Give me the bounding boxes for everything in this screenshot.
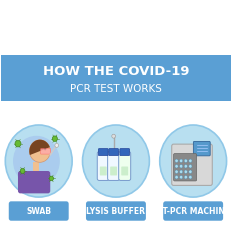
FancyBboxPatch shape — [174, 154, 197, 181]
FancyBboxPatch shape — [86, 201, 146, 221]
Circle shape — [15, 140, 21, 147]
FancyBboxPatch shape — [110, 166, 117, 175]
Circle shape — [160, 125, 227, 197]
Circle shape — [49, 176, 54, 181]
FancyBboxPatch shape — [40, 148, 51, 154]
Circle shape — [189, 170, 192, 173]
Circle shape — [184, 170, 187, 173]
Text: SWAB: SWAB — [26, 206, 51, 216]
Circle shape — [189, 164, 192, 168]
Circle shape — [179, 170, 183, 173]
Circle shape — [175, 170, 178, 173]
Text: HOW THE COVID-19: HOW THE COVID-19 — [43, 66, 189, 78]
FancyBboxPatch shape — [18, 171, 50, 193]
FancyBboxPatch shape — [121, 166, 128, 175]
Circle shape — [189, 159, 192, 162]
Circle shape — [5, 125, 72, 197]
FancyBboxPatch shape — [163, 201, 223, 221]
FancyBboxPatch shape — [172, 144, 212, 186]
FancyBboxPatch shape — [100, 166, 107, 175]
Circle shape — [184, 164, 187, 168]
FancyBboxPatch shape — [193, 142, 210, 156]
Circle shape — [55, 144, 59, 147]
Circle shape — [112, 134, 115, 138]
Circle shape — [30, 140, 50, 162]
Circle shape — [175, 164, 178, 168]
Circle shape — [179, 159, 183, 162]
Text: PCR TEST WORKS: PCR TEST WORKS — [70, 84, 162, 94]
FancyBboxPatch shape — [9, 201, 69, 221]
Circle shape — [83, 125, 149, 197]
FancyBboxPatch shape — [120, 148, 129, 156]
FancyBboxPatch shape — [99, 148, 108, 156]
FancyBboxPatch shape — [109, 148, 119, 156]
Circle shape — [13, 136, 60, 186]
Circle shape — [175, 176, 178, 179]
Circle shape — [20, 168, 25, 173]
FancyBboxPatch shape — [1, 56, 231, 102]
Circle shape — [175, 159, 178, 162]
Wedge shape — [29, 140, 50, 155]
Circle shape — [184, 159, 187, 162]
Circle shape — [189, 176, 192, 179]
Text: LYSIS BUFFER: LYSIS BUFFER — [86, 206, 145, 216]
FancyBboxPatch shape — [119, 152, 131, 180]
FancyBboxPatch shape — [108, 152, 120, 180]
Circle shape — [184, 176, 187, 179]
Circle shape — [44, 148, 46, 150]
FancyBboxPatch shape — [97, 152, 109, 180]
Circle shape — [179, 164, 183, 168]
Circle shape — [52, 136, 57, 141]
FancyBboxPatch shape — [33, 162, 39, 171]
Text: RT-PCR MACHINE: RT-PCR MACHINE — [157, 206, 230, 216]
Circle shape — [179, 176, 183, 179]
